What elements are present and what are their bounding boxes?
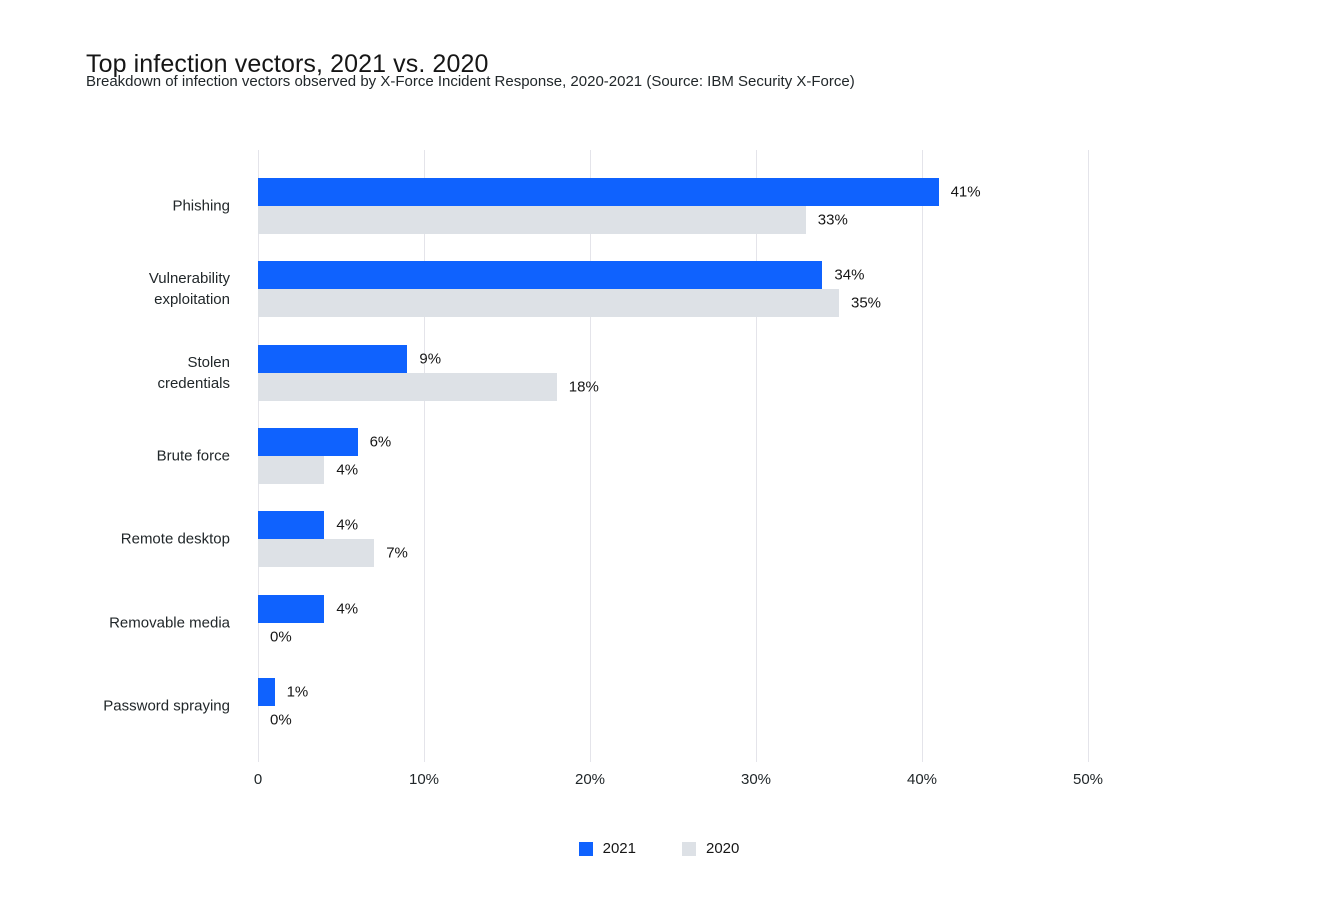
legend: 2021 2020: [0, 840, 1318, 857]
value-label-2021: 4%: [336, 600, 359, 618]
category-label: Remote desktop: [120, 530, 230, 548]
legend-swatch-2020: [682, 841, 696, 856]
category-axis: Phishing Vulnerability exploitation Stolen…: [0, 150, 230, 762]
page-subtitle: Breakdown of infection vectors observed …: [86, 73, 855, 90]
bar-2020: [258, 206, 806, 234]
bar-2020: [258, 455, 325, 484]
plot-area: 41% 33% 34% 35% 9% 18% 6% 4% 4% 7% 4% 0% 1% 0%: [258, 150, 1089, 762]
bar-2020: [258, 539, 375, 568]
value-label-2020: 33%: [817, 211, 848, 229]
gridline: [590, 150, 591, 762]
gridline: [424, 150, 425, 762]
legend-label: 2020: [706, 840, 740, 857]
value-label-2020: 0%: [270, 711, 292, 729]
value-label-2021: 41%: [950, 183, 981, 201]
gridline: [922, 150, 923, 762]
value-axis: 0 10% 20% 30% 40% 50%: [254, 771, 1103, 791]
category-label: Vulnerability exploitation: [148, 270, 230, 309]
legend-item-2021: 2021: [578, 840, 636, 857]
bar-2021: [258, 344, 408, 373]
x-tick-label: 20%: [574, 771, 606, 788]
bar-2020: [258, 289, 839, 318]
category-label: Brute force: [156, 447, 230, 465]
value-label-2021: 34%: [834, 266, 865, 284]
value-label-2021: 4%: [336, 516, 359, 534]
bar-2021: [258, 261, 823, 290]
value-label-2020: 35%: [851, 294, 882, 312]
bar-2021: [258, 427, 358, 456]
value-label-2020: 18%: [568, 378, 599, 396]
category-label: Phishing: [172, 197, 230, 215]
legend-item-2020: 2020: [682, 840, 739, 857]
bar-2021: [258, 594, 325, 623]
category-label: Password spraying: [103, 697, 230, 715]
category-label: Removable media: [109, 614, 230, 632]
x-tick-label: 50%: [1072, 771, 1104, 788]
bar-2021: [258, 511, 325, 540]
value-label-2021: 1%: [286, 683, 309, 701]
legend-label: 2021: [602, 840, 636, 857]
legend-swatch-2021: [578, 841, 593, 856]
x-tick-label: 40%: [906, 771, 938, 788]
x-tick-label: 0: [253, 771, 263, 788]
gridline: [756, 150, 757, 762]
value-label-2020: 7%: [386, 544, 408, 562]
value-label-2020: 4%: [336, 461, 359, 479]
x-tick-label: 10%: [408, 771, 440, 788]
bar-2020: [258, 372, 557, 401]
value-label-2021: 6%: [369, 433, 392, 451]
bar-2021: [258, 178, 939, 206]
gridline: [1088, 150, 1089, 762]
category-label: Stolen credentials: [157, 353, 230, 392]
value-label-2020: 0%: [270, 628, 292, 646]
page-title: Top infection vectors, 2021 vs. 2020: [86, 49, 489, 78]
x-tick-label: 30%: [740, 771, 772, 788]
bar-2021: [258, 677, 275, 706]
value-label-2021: 9%: [419, 350, 442, 368]
